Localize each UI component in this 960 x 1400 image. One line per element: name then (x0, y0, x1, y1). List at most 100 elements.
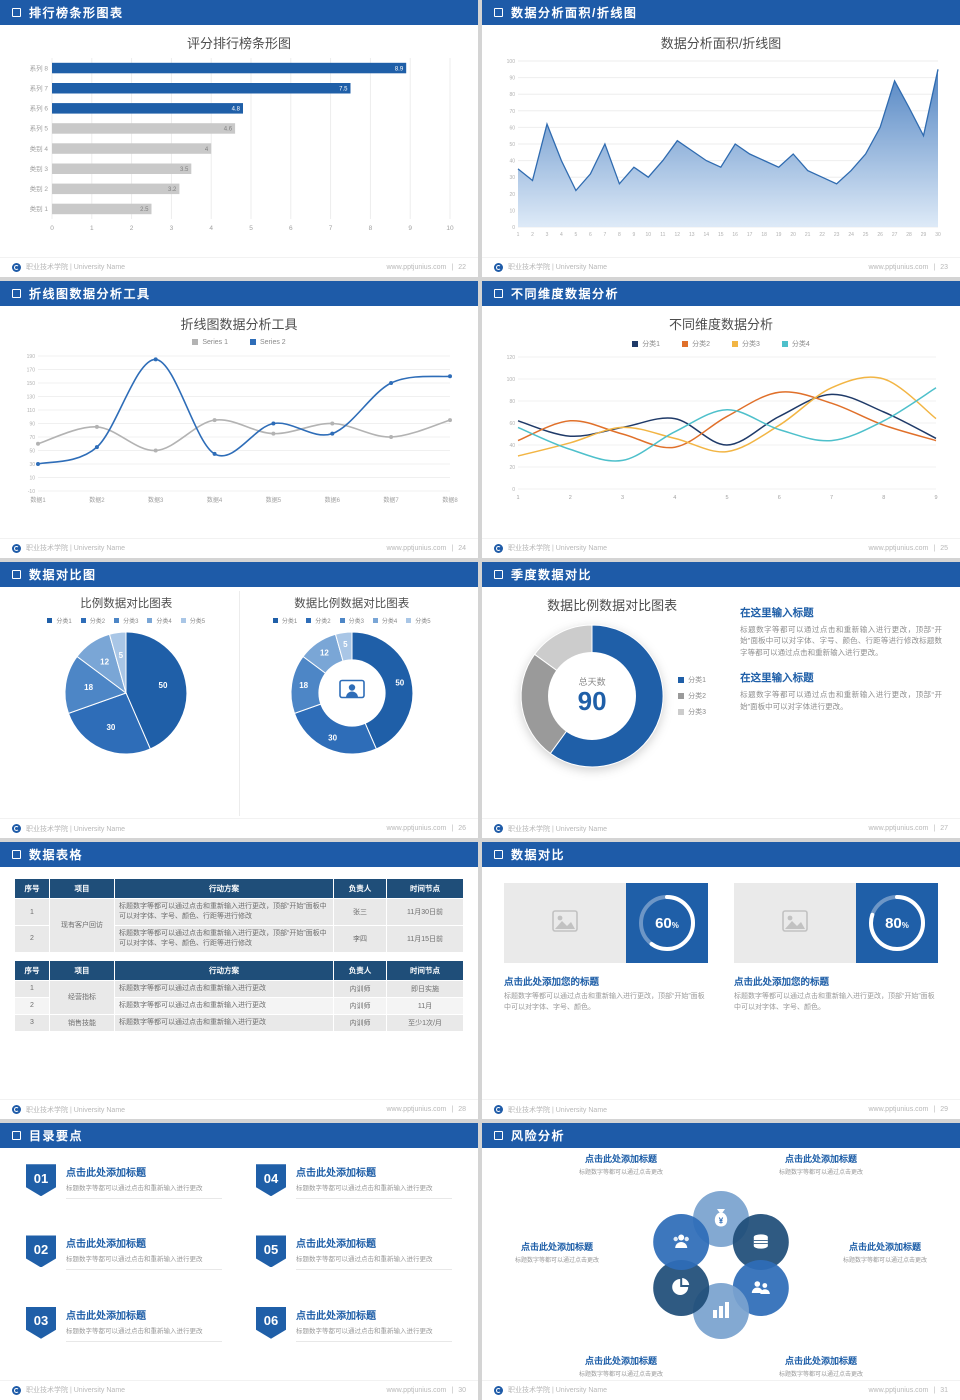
total-days-donut-chart (518, 622, 666, 770)
slide-quarterly-comparison[interactable]: 季度数据对比 数据比例数据对比图表 总天数 90 (482, 561, 960, 839)
legend-label: 分类4 (156, 618, 172, 625)
footer-site: www.pptjunius.com (386, 1386, 447, 1394)
svg-text:¥: ¥ (719, 1217, 724, 1226)
slide-title: 目录要点 (29, 1129, 84, 1144)
svg-text:3: 3 (621, 495, 624, 501)
risk-label: 点击此处添加标题 标题数字等都可以通过点击更改 (842, 1242, 927, 1265)
col-header: 项目 (50, 960, 114, 980)
svg-text:23: 23 (834, 232, 840, 238)
percent-panel: 80% (856, 883, 938, 964)
card-title: 点击此处添加您的标题 (504, 977, 600, 989)
school-name: 职业技术学院 | University Name (26, 1106, 126, 1114)
slide-footer: 职业技术学院 | University Name www.pptjunius.c… (482, 1099, 960, 1119)
slide-footer: 职业技术学院 | University Name www.pptjunius.c… (0, 537, 478, 558)
svg-text:7: 7 (830, 495, 833, 501)
toc-item: 03 点击此处添加标题 标题数字等都可以通过点击和重新输入进行更改 (26, 1306, 222, 1372)
cell-time: 至少1次/月 (387, 1014, 463, 1031)
chart-legend: Series 1 Series 2 (14, 337, 464, 348)
cell-owner: 内训师 (334, 980, 386, 997)
series2-marker (250, 339, 256, 346)
legend-item: 分类5 (406, 616, 431, 625)
multi-line-chart: 0 20 40 60 80 100 120 1 2 3 4 5 6 7 8 9 (496, 351, 946, 501)
school-logo-icon (12, 1385, 21, 1395)
svg-text:数据5: 数据5 (266, 496, 282, 504)
svg-text:50: 50 (29, 448, 35, 454)
svg-text:0: 0 (512, 225, 515, 231)
footer-site: www.pptjunius.com (386, 825, 447, 833)
school-name: 职业技术学院 | University Name (508, 264, 608, 272)
svg-text:数据6: 数据6 (325, 496, 341, 504)
toc-item: 04 点击此处添加标题 标题数字等都可以通过点击和重新输入进行更改 (256, 1164, 452, 1229)
svg-text:9: 9 (934, 495, 937, 501)
legend-item: 分类2 (80, 616, 105, 625)
school-name: 职业技术学院 | University Name (508, 1387, 608, 1395)
svg-text:10: 10 (646, 232, 652, 238)
legend-item: 分类3 (114, 616, 138, 625)
page-number: 25 (940, 544, 948, 552)
series1-marker (192, 339, 199, 346)
chart-title: 比例数据对比图表 (80, 597, 173, 610)
slide-multi-dimension[interactable]: 不同维度数据分析 不同维度数据分析 分类1 分类2 分类3 分类4 0 20 40 6… (482, 280, 960, 558)
slide-area-line-chart[interactable]: 数据分析面积/折线图 数据分析面积/折线图 0 10 20 30 40 50 60 70 80 9… (482, 0, 960, 277)
svg-text:11: 11 (660, 232, 665, 238)
school-name: 职业技术学院 | University Name (26, 545, 126, 553)
cell-time: 11月30日前 (387, 899, 463, 925)
cell-owner: 张三 (334, 899, 386, 925)
legend-item: 分类1 (632, 339, 660, 349)
slide-line-analysis[interactable]: 折线图数据分析工具 折线图数据分析工具 Series 1 Series 2 19… (0, 280, 478, 558)
legend-label: Series 1 (202, 338, 228, 346)
card-body: 标题数字等都可以通过点击和重新输入进行更改，顶部“开始”面板中可以对字体、字号、… (734, 993, 935, 1011)
legend-item: 分类3 (339, 616, 364, 625)
svg-text:4: 4 (209, 225, 213, 232)
slide-data-comparison-pies[interactable]: 数据对比图 比例数据对比图表 分类1 分类2 分类3 分类4 分类5 50 30 1… (0, 561, 478, 839)
slide-ranking-bar-chart[interactable]: 排行榜条形图表 评分排行榜条形图 0 1 2 3 4 5 6 7 8 9 10 系列 8 8.9 系列 7… (0, 0, 478, 277)
svg-text:22: 22 (819, 232, 825, 238)
slide-header: 排行榜条形图表 (0, 0, 478, 25)
slide-risk-analysis[interactable]: 风险分析 ¥ 点击此处添加标题 标题数字等都可以通过点击更改 点击此处添加标题 标题… (482, 1123, 960, 1400)
footer-divider: | (933, 825, 936, 833)
donut-panel: 数据比例数据对比图表 总天数 90 分类1 分类2 分类3 (496, 591, 728, 817)
svg-text:9: 9 (633, 232, 636, 238)
toc-title: 点击此处添加标题 (296, 1168, 376, 1180)
page-number: 31 (940, 1386, 948, 1394)
page-number: 29 (940, 1106, 948, 1114)
chart-title: 不同维度数据分析 (668, 316, 773, 332)
table-row: 3 销售技能 标题数字等都可以通过点击和重新输入进行更改 内训师 至少1次/月 (15, 1014, 463, 1031)
svg-text:14: 14 (704, 232, 710, 238)
svg-text:150: 150 (27, 381, 36, 387)
pie-panel-right: 数据比例数据对比图表 分类1 分类2 分类3 分类4 分类5 50 30 18 12 5 (238, 590, 465, 817)
school-logo-icon (12, 543, 21, 553)
svg-text:3: 3 (170, 225, 174, 232)
school-name: 职业技术学院 | University Name (26, 1387, 126, 1395)
chart-legend: 分类1 分类2 分类3 (678, 675, 706, 717)
line-chart: 190 170 150 130 110 90 70 50 30 10 -10 数据1 数据2 数据3 数据4… (14, 348, 464, 504)
svg-text:50: 50 (509, 142, 515, 148)
slide-data-table[interactable]: 数据表格 序号 项目 行动方案 负责人 时间节点 1 现有客户回访 标题数字等都… (0, 842, 478, 1120)
toc-title: 点击此处添加标题 (66, 1168, 146, 1180)
square-bullet-icon (12, 850, 21, 860)
svg-text:4: 4 (560, 232, 563, 238)
cell-project: 经营指标 (50, 980, 114, 1014)
svg-text:5: 5 (725, 495, 728, 501)
svg-text:类别 1: 类别 1 (30, 204, 49, 213)
svg-text:2: 2 (130, 225, 134, 232)
legend-item: Series 2 (250, 339, 286, 346)
svg-text:数据3: 数据3 (148, 496, 164, 504)
block-title: 在这里输入标题 (740, 672, 814, 685)
toc-desc: 标题数字等都可以通过点击和重新输入进行更改 (296, 1327, 433, 1335)
slide-footer: 职业技术学院 | University Name www.pptjunius.c… (0, 256, 478, 277)
slide-toc-points[interactable]: 目录要点 01 点击此处添加标题 标题数字等都可以通过点击和重新输入进行更改 04… (0, 1123, 478, 1400)
svg-text:80%: 80% (885, 915, 909, 932)
slide-header: 折线图数据分析工具 (0, 280, 478, 306)
block-body: 标题数字等都可以通过点击和重新输入进行更改，顶部“开始”面板中可以对字体、字号、… (740, 624, 942, 657)
svg-text:数据7: 数据7 (383, 496, 399, 504)
svg-text:100: 100 (507, 59, 516, 65)
cell-time: 11月 (387, 997, 463, 1014)
slide-data-contrast[interactable]: 数据对比 60% 点击此处添加您的标题 (482, 842, 960, 1120)
slice-marker (372, 617, 378, 623)
svg-text:20: 20 (509, 192, 515, 198)
footer-divider: | (451, 263, 454, 271)
svg-text:8: 8 (882, 495, 885, 501)
chart-title: 数据比例数据对比图表 (547, 597, 678, 613)
